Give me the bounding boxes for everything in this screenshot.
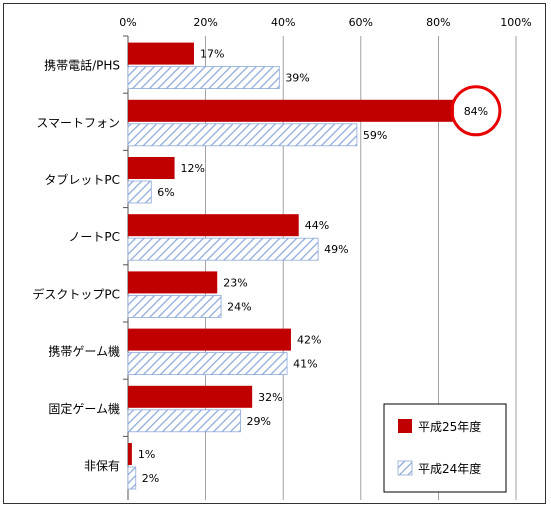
- bar-6-series-2: [127, 352, 288, 376]
- bar-8-series-2: [127, 466, 137, 490]
- x-tick-label: 80%: [426, 16, 450, 29]
- bar-7-series-1: [128, 385, 253, 408]
- data-label-series-2: 59%: [363, 129, 387, 142]
- data-label-series-2: 39%: [285, 72, 309, 85]
- bar-2-series-1: [128, 99, 454, 122]
- bar-3-series-2: [127, 180, 152, 204]
- category-label: 固定ゲーム機: [48, 401, 120, 416]
- data-label-series-1: 12%: [181, 162, 205, 175]
- data-label-series-2: 24%: [227, 300, 251, 313]
- bar-6-series-1: [128, 328, 291, 351]
- x-tick-label: 40%: [271, 16, 295, 29]
- data-label-series-2: 49%: [324, 243, 348, 256]
- data-label-series-2: 29%: [247, 415, 271, 428]
- category-label: デスクトップPC: [32, 286, 120, 301]
- data-label-series-1: 1%: [138, 448, 155, 461]
- data-label-series-2: 41%: [293, 358, 317, 371]
- bar-chart: 0% 20% 40% 60% 80% 100% 携帯電話/PHS スマートフォンタブレットP…: [32, 16, 532, 500]
- x-tick-label: 100%: [500, 16, 531, 29]
- bar-8-series-1: [128, 443, 132, 465]
- data-label-series-1: 42%: [297, 334, 321, 347]
- category-label: 非保有: [84, 459, 120, 473]
- data-label-series-1: 23%: [223, 276, 247, 289]
- bar-7-series-2: [127, 409, 241, 433]
- legend-swatch-series-2: [397, 460, 413, 476]
- chart-frame: 0% 20% 40% 60% 80% 100% 携帯電話/PHS スマートフォンタブレットP…: [3, 3, 546, 504]
- bar-4-series-2: [127, 237, 319, 261]
- category-label: タブレットPC: [44, 172, 120, 187]
- x-tick-label: 0%: [119, 16, 136, 29]
- data-label-series-1: 17%: [200, 48, 224, 61]
- bar-3-series-1: [128, 157, 175, 179]
- data-label-series-2: 6%: [157, 186, 174, 199]
- legend-label-series-2: 平成24年度: [418, 461, 481, 476]
- category-label: スマートフォン: [36, 116, 120, 130]
- legend-box: [383, 403, 507, 493]
- bar-5-series-1: [128, 271, 218, 294]
- data-label-series-2: 2%: [142, 472, 159, 485]
- bar-2-series-2: [127, 123, 358, 147]
- category-label: ノートPC: [68, 230, 120, 244]
- data-label-series-1: 84%: [464, 105, 488, 118]
- category-label: 携帯電話/PHS: [44, 58, 120, 73]
- bar-1-series-1: [128, 42, 194, 65]
- x-tick-label: 60%: [349, 16, 373, 29]
- bar-5-series-2: [127, 294, 222, 318]
- category-label: 携帯ゲーム機: [48, 344, 120, 359]
- bar-1-series-2: [127, 66, 280, 89]
- x-tick-label: 20%: [193, 16, 217, 29]
- legend-swatch-series-1: [398, 419, 412, 433]
- data-label-series-1: 44%: [305, 219, 329, 232]
- data-label-series-1: 32%: [258, 391, 282, 404]
- highlight-circle: [450, 85, 502, 137]
- bar-4-series-1: [128, 214, 299, 237]
- legend-label-series-1: 平成25年度: [418, 419, 481, 434]
